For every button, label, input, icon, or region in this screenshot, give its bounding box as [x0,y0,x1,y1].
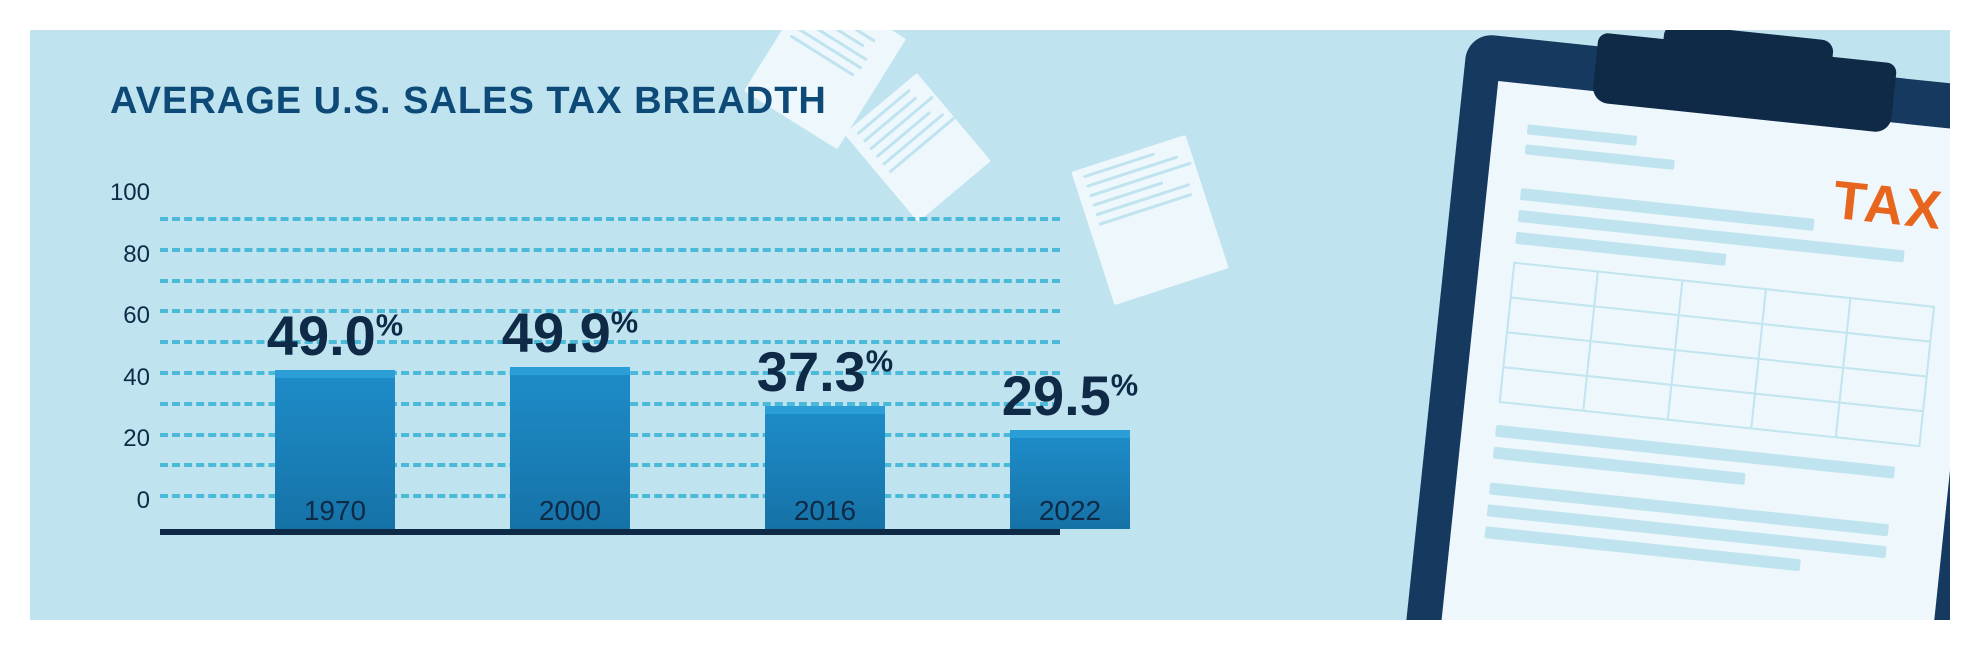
y-tick-label: 40 [100,364,150,392]
bar-value-label: 49.0% [205,303,465,368]
paper-sheet-icon [1071,135,1228,305]
y-tick-label: 0 [100,487,150,515]
chart-title: AVERAGE U.S. SALES TAX BREADTH [110,80,827,123]
bar-value-label: 29.5% [940,363,1200,428]
y-tick-label: 60 [100,302,150,330]
bar-value-label: 37.3% [695,339,955,404]
bar-year-label: 2022 [960,495,1180,527]
bar-year-label: 2016 [715,495,935,527]
bar-year-label: 2000 [460,495,680,527]
clipboard-illustration: TAX [1395,33,1950,620]
tax-label: TAX [1830,169,1946,242]
bar-value-label: 49.9% [440,300,700,365]
y-tick-label: 80 [100,241,150,269]
infographic-canvas: AVERAGE U.S. SALES TAX BREADTH 0 20 40 60 80… [30,30,1950,620]
y-tick-label: 100 [100,179,150,207]
bar-chart: 020406080100 197049.0%200049.9%201637.3%… [100,195,1060,535]
paper-line [1525,144,1675,170]
chart-x-axis [160,529,1060,535]
clipboard-paper: TAX [1428,81,1950,620]
y-tick-label: 20 [100,425,150,453]
paper-line [1527,124,1637,145]
bar-year-label: 1970 [225,495,445,527]
